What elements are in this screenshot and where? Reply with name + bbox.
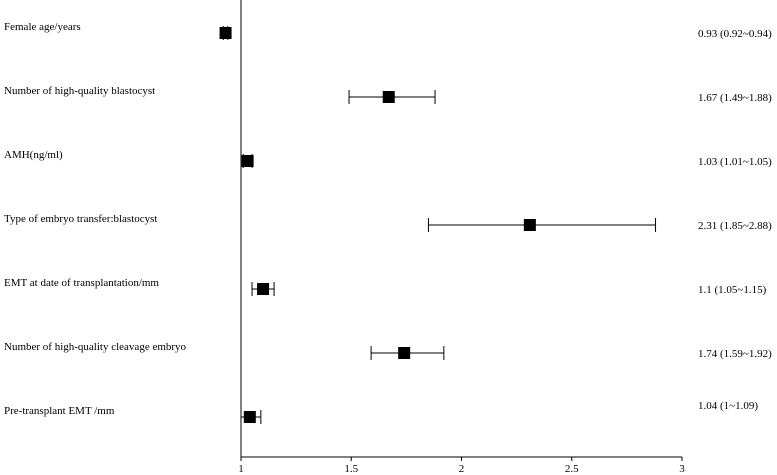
ci-text: 2.31 (1.85~2.88) <box>698 220 772 232</box>
point-estimate-square <box>382 91 395 103</box>
forest-row: EMT at date of transplantation/mm 1.1 (1.… <box>4 277 767 296</box>
point-estimate-square <box>398 347 411 359</box>
x-tick-label: 1 <box>238 463 244 475</box>
forest-row: Type of embryo transfer:blastocyst 2.31 (… <box>4 213 772 232</box>
forest-row: AMH(ng/ml) 1.03 (1.01~1.05) <box>4 149 772 168</box>
forest-row: Pre-transplant EMT /mm 1.04 (1~1.09) <box>4 400 758 424</box>
point-estimate-square <box>241 155 254 167</box>
forest-row: Number of high-quality blastocyst 1.67 (1… <box>4 85 772 104</box>
point-estimate-square <box>257 283 270 295</box>
ci-text: 0.93 (0.92~0.94) <box>698 28 772 40</box>
x-tick-label: 1.5 <box>344 463 358 475</box>
x-tick-label: 2.5 <box>565 463 579 475</box>
ci-text: 1.04 (1~1.09) <box>698 400 758 412</box>
row-label: Type of embryo transfer:blastocyst <box>4 213 158 225</box>
ci-text: 1.74 (1.59~1.92) <box>698 348 772 360</box>
row-label: Number of high-quality blastocyst <box>4 85 155 97</box>
forest-row: Female age/years 0.93 (0.92~0.94) <box>4 21 772 40</box>
row-label: Female age/years <box>4 21 81 33</box>
point-estimate-square <box>523 219 536 231</box>
x-tick-label: 2 <box>459 463 465 475</box>
row-label: Number of high-quality cleavage embryo <box>4 341 187 353</box>
ci-text: 1.1 (1.05~1.15) <box>698 284 767 296</box>
ci-text: 1.67 (1.49~1.88) <box>698 92 772 104</box>
ci-text: 1.03 (1.01~1.05) <box>698 156 772 168</box>
x-tick-label: 3 <box>679 463 685 475</box>
point-estimate-square <box>243 411 256 423</box>
point-estimate-square <box>219 27 232 39</box>
row-label: EMT at date of transplantation/mm <box>4 277 159 289</box>
row-label: AMH(ng/ml) <box>4 149 63 161</box>
row-label: Pre-transplant EMT /mm <box>4 405 115 417</box>
forest-row: Number of high-quality cleavage embryo 1.… <box>4 341 772 360</box>
